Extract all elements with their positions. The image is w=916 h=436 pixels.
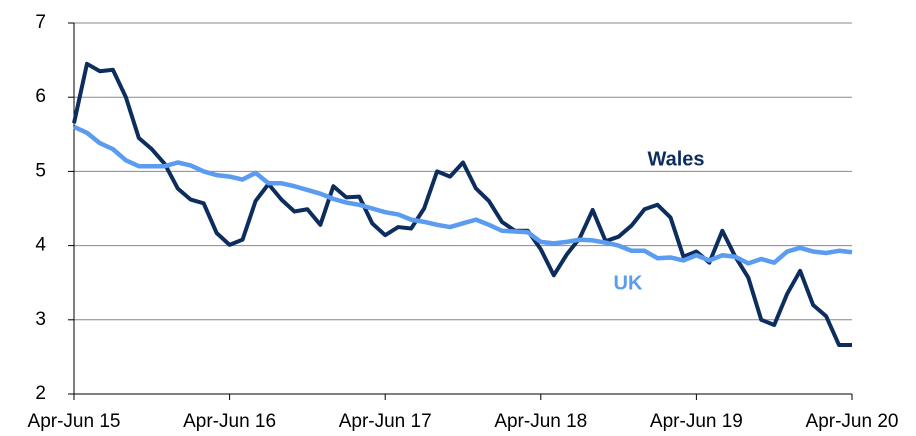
series-label: UK <box>614 272 643 294</box>
y-tick-label: 6 <box>35 86 46 107</box>
line-1 <box>73 124 853 266</box>
y-tick-label: 2 <box>35 383 46 404</box>
y-tick-label: 4 <box>35 235 46 256</box>
y-tick-label: 5 <box>35 160 46 181</box>
x-tick-label: Apr-Jun 17 <box>339 411 432 432</box>
x-tick-label: Apr-Jun 15 <box>28 411 121 432</box>
y-tick-label: 3 <box>35 309 46 330</box>
x-tick-label: Apr-Jun 20 <box>806 411 899 432</box>
x-tick-label: Apr-Jun 16 <box>183 411 276 432</box>
series-label: Wales <box>647 148 704 170</box>
line-0 <box>72 61 852 348</box>
x-tick-label: Apr-Jun 18 <box>494 411 587 432</box>
x-tick-label: Apr-Jun 19 <box>650 411 743 432</box>
y-tick-label: 7 <box>35 12 46 33</box>
